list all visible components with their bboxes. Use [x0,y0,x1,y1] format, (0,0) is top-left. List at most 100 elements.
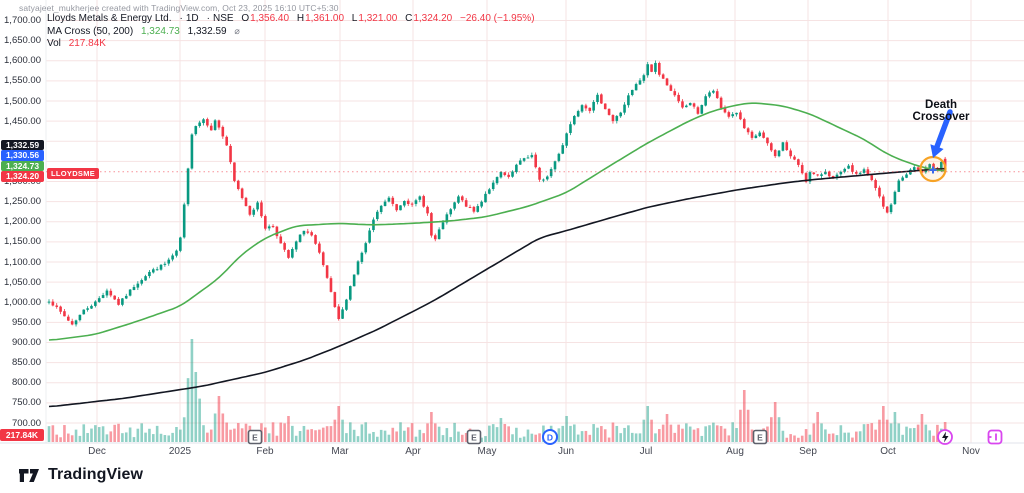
time-axis-label[interactable]: May [477,446,497,457]
candle[interactable] [472,205,476,214]
candle[interactable] [603,103,607,110]
candle[interactable] [723,105,727,114]
candle[interactable] [287,249,290,259]
candle[interactable] [403,200,406,208]
candle[interactable] [642,73,646,84]
candle[interactable] [515,163,518,174]
candle[interactable] [97,296,101,303]
candle[interactable] [209,123,213,131]
candle[interactable] [410,202,414,207]
candle[interactable] [893,190,897,206]
tradingview-logo[interactable]: TradingView [17,463,143,487]
candle[interactable] [542,178,545,183]
candle[interactable] [105,288,109,298]
event-marker-upcoming-earnings[interactable] [987,429,1003,445]
candle[interactable] [518,158,522,165]
candle[interactable] [607,108,611,116]
symbol-interval[interactable]: 1D [185,13,199,24]
candle[interactable] [638,78,642,85]
candle[interactable] [685,104,688,108]
candle[interactable] [63,308,66,317]
candle[interactable] [719,96,723,110]
candle[interactable] [754,134,758,139]
indicator-name[interactable]: MA Cross (50, 200) [47,25,134,37]
candle[interactable] [549,167,553,178]
candle[interactable] [430,212,433,238]
candle[interactable] [252,207,256,217]
candle[interactable] [175,249,178,258]
candle[interactable] [236,179,240,191]
candle[interactable] [74,319,78,327]
candle[interactable] [770,142,773,152]
candle[interactable] [630,89,634,97]
event-marker-earnings[interactable]: E [247,429,263,445]
candle[interactable] [793,155,796,161]
candle[interactable] [240,187,244,200]
candle[interactable] [294,240,298,252]
candle[interactable] [368,227,371,244]
time-axis-label[interactable]: Mar [331,446,349,457]
candle[interactable] [171,253,174,262]
time-axis-label[interactable]: Oct [880,446,896,457]
candle[interactable] [669,83,673,92]
candle[interactable] [715,88,719,99]
candle[interactable] [217,119,221,130]
candle[interactable] [298,234,302,243]
candle[interactable] [291,247,294,259]
candle[interactable] [673,88,677,97]
candle[interactable] [151,267,155,274]
symbol-title[interactable]: Lloyds Metals & Energy Ltd. [47,13,172,24]
candle[interactable] [376,209,379,221]
candle[interactable] [812,172,816,176]
candle[interactable] [874,178,877,191]
candle[interactable] [650,64,653,73]
event-marker-earnings[interactable]: E [752,429,768,445]
candle[interactable] [576,109,580,118]
candle[interactable] [646,61,650,78]
indicator-hide-icon[interactable]: ⌀ [234,25,240,36]
time-axis-label[interactable]: Apr [405,446,421,457]
candle[interactable] [113,295,116,300]
candle[interactable] [619,111,622,118]
candle[interactable] [461,195,464,203]
candle[interactable] [279,234,283,244]
candle[interactable] [464,197,468,208]
candle[interactable] [179,236,182,253]
candle[interactable] [78,314,82,322]
candle[interactable] [356,260,360,276]
candle[interactable] [526,155,530,159]
candle[interactable] [321,251,325,267]
candle[interactable] [55,303,59,309]
candle[interactable] [507,172,510,179]
candle[interactable] [132,284,136,291]
candle[interactable] [870,174,874,182]
candle[interactable] [688,102,692,106]
candle[interactable] [457,194,460,205]
death-crossover-label[interactable]: Death Crossover [912,99,970,123]
candle[interactable] [213,119,217,131]
candle[interactable] [325,265,329,279]
candle[interactable] [561,142,565,155]
candle[interactable] [140,278,144,286]
candle[interactable] [418,195,422,203]
candle[interactable] [758,130,762,138]
candle[interactable] [302,230,306,237]
candle[interactable] [345,298,348,311]
candle[interactable] [573,115,576,126]
candle[interactable] [198,120,201,128]
chart-legend[interactable]: Lloyds Metals & Energy Ltd. · 1D · NSE O1,35… [47,13,540,51]
candle[interactable] [348,285,352,301]
candle[interactable] [677,92,680,104]
candle[interactable] [878,185,881,199]
candle[interactable] [739,110,742,121]
candle[interactable] [256,200,259,212]
candle[interactable] [580,104,584,114]
candle[interactable] [341,307,344,319]
candle[interactable] [557,152,561,163]
candle[interactable] [314,234,317,245]
candle[interactable] [159,263,163,271]
candle[interactable] [712,89,715,94]
candle[interactable] [847,163,850,170]
candle[interactable] [615,114,619,124]
candle[interactable] [437,227,441,240]
